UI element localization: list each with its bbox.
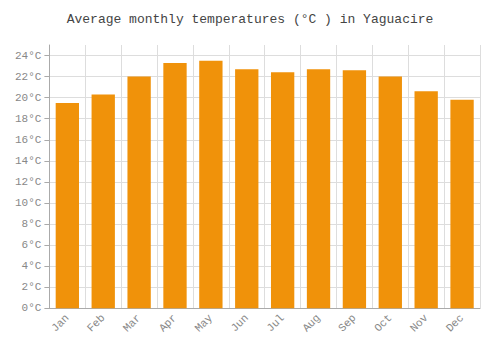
svg-text:Jul: Jul	[264, 312, 286, 334]
svg-text:18°C: 18°C	[15, 113, 42, 125]
svg-text:May: May	[193, 312, 216, 335]
svg-text:8°C: 8°C	[22, 218, 42, 230]
svg-text:12°C: 12°C	[15, 176, 42, 188]
svg-text:Apr: Apr	[157, 312, 179, 334]
svg-text:6°C: 6°C	[22, 239, 42, 251]
svg-text:10°C: 10°C	[15, 197, 42, 209]
svg-text:Feb: Feb	[85, 312, 107, 334]
svg-text:Jun: Jun	[229, 312, 251, 334]
svg-text:Nov: Nov	[408, 312, 431, 335]
svg-text:Dec: Dec	[444, 312, 466, 334]
svg-text:20°C: 20°C	[15, 92, 42, 104]
svg-text:22°C: 22°C	[15, 71, 42, 83]
svg-text:4°C: 4°C	[22, 260, 42, 272]
svg-text:0°C: 0°C	[22, 302, 42, 314]
svg-text:Average monthly temperatures (: Average monthly temperatures (°C ) in Ya…	[67, 12, 434, 27]
svg-text:24°C: 24°C	[15, 50, 42, 62]
svg-text:16°C: 16°C	[15, 134, 42, 146]
svg-text:2°C: 2°C	[22, 281, 42, 293]
svg-text:Sep: Sep	[336, 312, 358, 334]
svg-text:Oct: Oct	[372, 312, 394, 334]
svg-text:14°C: 14°C	[15, 155, 42, 167]
svg-text:Mar: Mar	[121, 312, 143, 334]
svg-text:Aug: Aug	[300, 312, 322, 334]
svg-text:Jan: Jan	[49, 312, 71, 334]
